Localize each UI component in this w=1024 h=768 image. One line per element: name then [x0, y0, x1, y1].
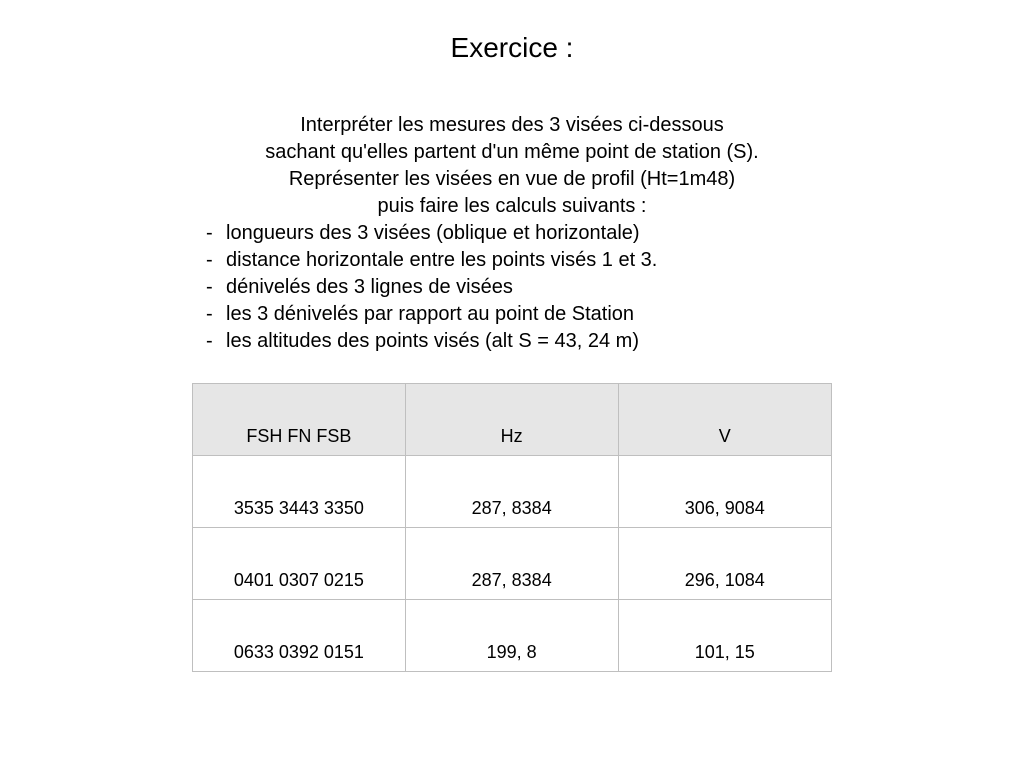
cell: 306, 9084 [618, 456, 831, 528]
intro-line: puis faire les calculs suivants : [192, 193, 832, 220]
intro-line: Représenter les visées en vue de profil … [192, 166, 832, 193]
intro-line: Interpréter les mesures des 3 visées ci-… [192, 112, 832, 139]
exercise-text: Interpréter les mesures des 3 visées ci-… [192, 112, 832, 355]
cell: 101, 15 [618, 600, 831, 672]
list-item: les altitudes des points visés (alt S = … [202, 328, 832, 355]
list-item: les 3 dénivelés par rapport au point de … [202, 301, 832, 328]
table-header-row: FSH FN FSB Hz V [193, 384, 832, 456]
measurements-table: FSH FN FSB Hz V 3535 3443 3350 287, 8384… [192, 383, 832, 672]
cell: 296, 1084 [618, 528, 831, 600]
cell: 3535 3443 3350 [193, 456, 406, 528]
list-item: dénivelés des 3 lignes de visées [202, 274, 832, 301]
col-header-hz: Hz [405, 384, 618, 456]
cell: 0401 0307 0215 [193, 528, 406, 600]
table-row: 3535 3443 3350 287, 8384 306, 9084 [193, 456, 832, 528]
list-item: longueurs des 3 visées (oblique et horiz… [202, 220, 832, 247]
table-row: 0401 0307 0215 287, 8384 296, 1084 [193, 528, 832, 600]
cell: 287, 8384 [405, 528, 618, 600]
cell: 287, 8384 [405, 456, 618, 528]
cell: 0633 0392 0151 [193, 600, 406, 672]
col-header-v: V [618, 384, 831, 456]
col-header-fsh: FSH FN FSB [193, 384, 406, 456]
table-row: 0633 0392 0151 199, 8 101, 15 [193, 600, 832, 672]
page-title: Exercice : [0, 32, 1024, 64]
list-item: distance horizontale entre les points vi… [202, 247, 832, 274]
intro-block: Interpréter les mesures des 3 visées ci-… [192, 112, 832, 220]
cell: 199, 8 [405, 600, 618, 672]
measurements-table-wrap: FSH FN FSB Hz V 3535 3443 3350 287, 8384… [192, 383, 832, 672]
bullet-list: longueurs des 3 visées (oblique et horiz… [202, 220, 832, 355]
intro-line: sachant qu'elles partent d'un même point… [192, 139, 832, 166]
